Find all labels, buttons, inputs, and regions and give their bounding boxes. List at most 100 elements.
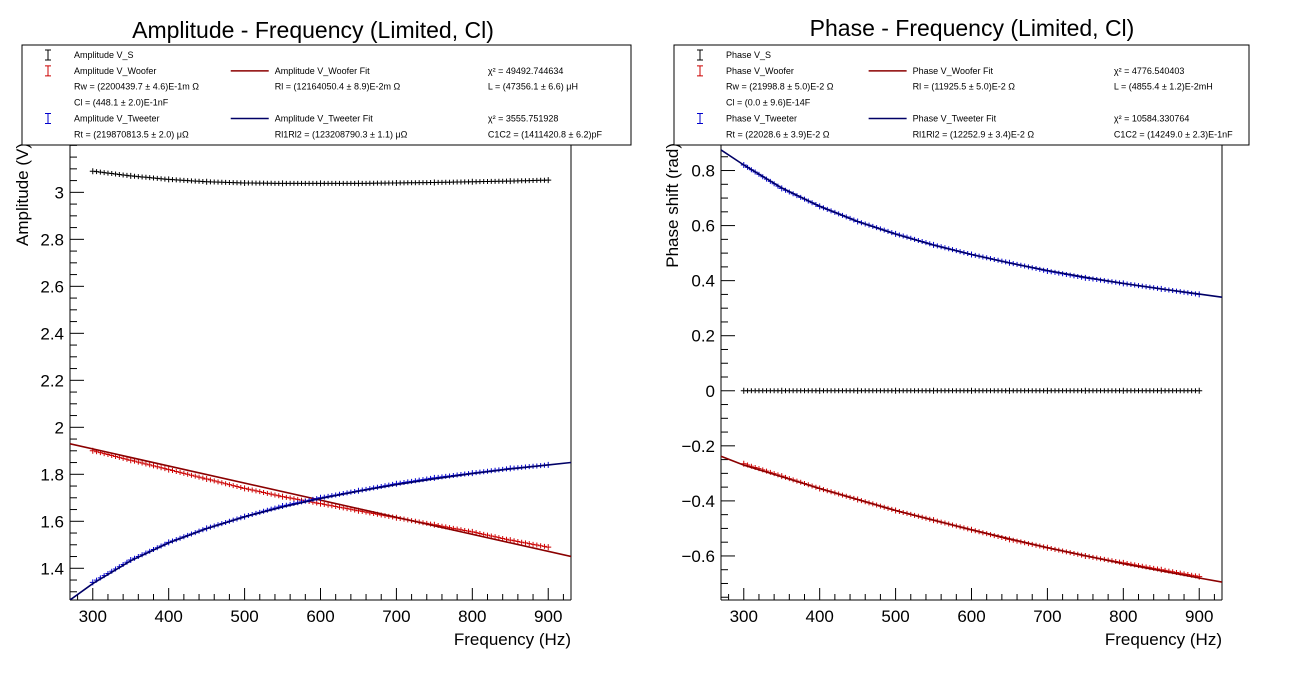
x-tick-label: 700: [382, 607, 410, 626]
x-tick-label: 400: [154, 607, 182, 626]
data-point-interp: [135, 459, 141, 465]
series-points-4: [740, 162, 1203, 298]
data-point-interp: [162, 466, 168, 472]
data-point-interp: [503, 536, 509, 542]
y-tick-label: 0.6: [691, 217, 715, 236]
data-point-interp: [245, 486, 251, 492]
y-tick-label: 3: [55, 183, 64, 202]
y-tick-label: 2.4: [40, 324, 64, 343]
data-point-interp: [132, 458, 138, 464]
legend-entry: χ² = 4776.540403: [1114, 66, 1185, 76]
data-point: [317, 500, 324, 507]
legend-entry: Rw = (21998.8 ± 5.0)E-2 Ω: [726, 82, 834, 92]
legend-errbar-marker: [45, 65, 51, 77]
plot-area: [70, 168, 571, 600]
data-point-interp: [291, 496, 297, 502]
data-point-interp: [147, 462, 153, 468]
legend: Phase V_S Phase V_Woofer Phase V_Woofer Fi…: [673, 44, 1250, 146]
x-tick-label: 600: [957, 607, 985, 626]
legend-entry: Cl = (0.0 ± 9.6)E-14F: [726, 98, 811, 108]
x-tick-label: 800: [458, 607, 486, 626]
legend-errbar-marker: [45, 49, 51, 61]
data-point-interp: [177, 469, 183, 475]
data-point: [203, 475, 210, 482]
x-tick-label: 500: [230, 607, 258, 626]
data-point-interp: [336, 504, 342, 510]
data-point-interp: [249, 487, 255, 493]
legend-entry: Rl1Rl2 = (123208790.3 ± 1.1) μΩ: [275, 129, 408, 139]
data-point-interp: [200, 475, 206, 481]
data-point-interp: [325, 502, 331, 508]
data-point-interp: [151, 463, 156, 469]
data-point-interp: [314, 500, 320, 506]
data-point: [165, 466, 172, 473]
data-point-interp: [192, 473, 198, 479]
series-points-1: [89, 168, 552, 187]
legend-entry: L = (47356.1 ± 6.6) μH: [488, 82, 578, 92]
data-point-interp: [340, 505, 346, 511]
data-point-interp: [283, 494, 289, 500]
legend-errbar-marker: [697, 65, 703, 77]
y-tick-label: 1.6: [40, 512, 64, 531]
data-point-interp: [276, 493, 282, 499]
legend-entry: Phase V_S: [726, 50, 771, 60]
legend-entry: Amplitude V_Woofer: [74, 66, 156, 76]
legend-errbar-marker: [697, 112, 703, 124]
legend-entry: Rt = (22028.6 ± 3.9)E-2 Ω: [726, 129, 830, 139]
x-tick-label: 600: [306, 607, 334, 626]
data-point-interp: [257, 489, 263, 495]
data-point-interp: [158, 465, 164, 471]
data-point-interp: [188, 472, 194, 478]
data-point-interp: [500, 535, 506, 541]
legend-entry: Rl1Rl2 = (12252.9 ± 3.4)E-2 Ω: [913, 129, 1035, 139]
x-tick-label: 400: [805, 607, 833, 626]
data-point-interp: [530, 541, 536, 547]
fit-line-3: [721, 455, 1222, 583]
data-point-interp: [519, 539, 525, 545]
legend-entry: Phase V_Tweeter Fit: [913, 113, 997, 123]
y-tick-label: 0.4: [691, 272, 715, 291]
chart-panel-2: Phase - Frequency (Limited, Cl) 300 400 500…: [663, 15, 1250, 649]
legend-entry: Amplitude V_S: [74, 50, 134, 60]
data-point-interp: [496, 535, 502, 541]
data-point-interp: [196, 474, 202, 480]
data-point-interp: [534, 542, 540, 548]
plot-area: [721, 149, 1222, 583]
data-point-interp: [485, 532, 490, 538]
data-point-interp: [481, 531, 487, 537]
y-tick-label: −0.2: [681, 437, 715, 456]
data-point-interp: [261, 490, 267, 496]
y-axis-title: Amplitude (V): [13, 143, 32, 246]
data-point-interp: [538, 543, 544, 549]
legend-entry: L = (4855.4 ± 1.2)E-2mH: [1114, 82, 1213, 92]
data-point-interp: [526, 541, 532, 547]
data-point-interp: [207, 477, 213, 483]
legend-errbar-marker: [45, 112, 51, 124]
chart-panel-1: Amplitude - Frequency (Limited, Cl) 300 40…: [13, 17, 632, 649]
legend-errbar-marker: [697, 49, 703, 61]
data-point-interp: [120, 455, 126, 461]
y-tick-label: 0.8: [691, 162, 715, 181]
y-tick-label: 1.4: [40, 559, 64, 578]
y-tick-label: 2.8: [40, 230, 64, 249]
data-point-interp: [515, 538, 521, 544]
data-point-interp: [215, 479, 221, 485]
data-point-interp: [268, 491, 274, 497]
data-point-interp: [185, 471, 191, 477]
legend-entry: C1C2 = (14249.0 ± 2.3)E-1nF: [1114, 129, 1233, 139]
data-point-interp: [219, 480, 225, 486]
x-tick-label: 500: [881, 607, 909, 626]
data-point-interp: [321, 501, 327, 507]
legend-entry: χ² = 3555.751928: [488, 113, 559, 123]
data-point-interp: [264, 490, 270, 496]
data-point-interp: [492, 534, 498, 540]
data-point-interp: [154, 464, 160, 470]
legend-box: [21, 44, 632, 146]
y-axis-title: Phase shift (rad): [663, 143, 682, 268]
data-point-interp: [173, 468, 179, 474]
legend-entry: Phase V_Woofer: [726, 66, 794, 76]
y-tick-label: 2.2: [40, 371, 64, 390]
data-point-interp: [238, 484, 244, 490]
